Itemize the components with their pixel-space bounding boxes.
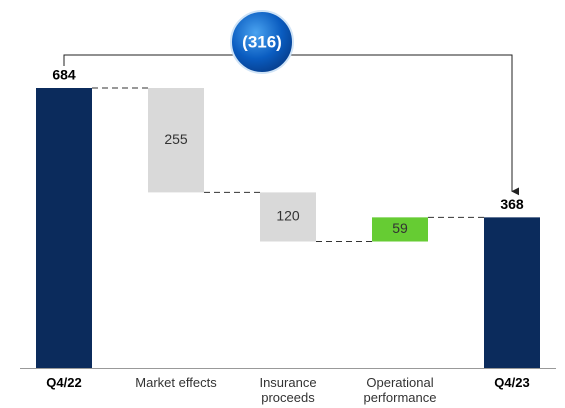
value-label: 255: [164, 131, 188, 147]
bar: [372, 217, 428, 242]
bar: [148, 88, 204, 193]
difference-arrow: [63, 54, 520, 196]
bar: [484, 217, 540, 368]
value-label: 120: [276, 208, 300, 224]
bar: [260, 192, 316, 242]
category-label: Q4/23: [494, 375, 530, 390]
value-label: 59: [392, 220, 408, 236]
category-label: Operational performance: [363, 375, 437, 405]
category-label: Q4/22: [46, 375, 82, 390]
value-label: 368: [500, 196, 524, 212]
annotation-badge: [230, 10, 294, 74]
category-label: Insurance proceeds: [259, 375, 317, 405]
annotation: (316): [242, 32, 282, 51]
value-label: 684: [52, 67, 76, 83]
category-label: Market effects: [135, 375, 217, 390]
bar: [36, 88, 92, 368]
